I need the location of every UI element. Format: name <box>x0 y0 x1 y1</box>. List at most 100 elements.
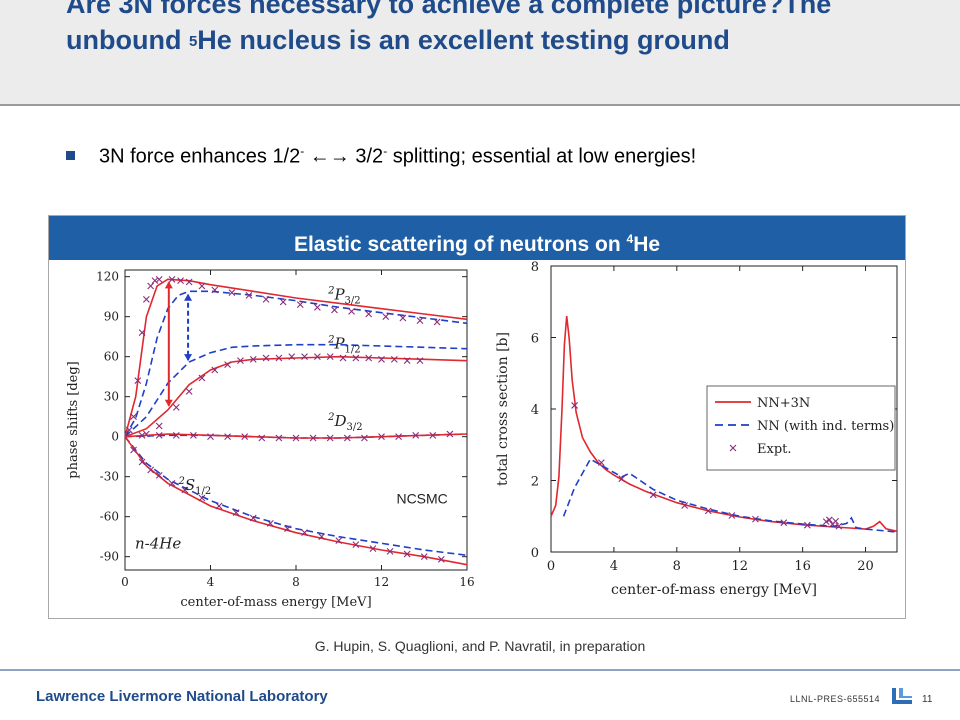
expt-marker <box>681 502 689 509</box>
x-tick-label: 4 <box>207 575 215 589</box>
expt-marker <box>224 361 231 369</box>
expt-marker <box>181 486 189 494</box>
channel-label-part: 2 <box>327 335 334 346</box>
expt-marker <box>386 547 394 555</box>
channel-label-part: P <box>333 285 345 303</box>
expt-marker <box>301 529 308 537</box>
expt-marker <box>704 507 712 515</box>
legend-box <box>706 385 896 471</box>
expt-marker <box>326 353 334 361</box>
expt-marker <box>142 295 150 303</box>
expt-marker <box>258 434 266 442</box>
bullet-sup-1: - <box>300 144 305 158</box>
legend-marker <box>729 444 737 452</box>
expt-marker <box>211 366 219 374</box>
channel-label-part: 3/2 <box>345 295 361 306</box>
y-axis-label: phase shifts [deg] <box>66 361 81 478</box>
expt-marker <box>147 466 155 474</box>
channel-label-part: 2 <box>327 412 334 423</box>
expt-marker <box>147 282 155 290</box>
bullet-text-1: 3N force enhances 1/2 <box>99 145 301 168</box>
arrowhead-icon <box>164 281 173 289</box>
expt-marker <box>288 353 296 361</box>
expt-marker <box>262 354 270 362</box>
panel-title-text-2: He <box>633 233 661 256</box>
expt-marker <box>172 431 180 439</box>
expt-marker <box>352 541 360 549</box>
expt-marker <box>262 295 270 303</box>
expt-marker <box>420 553 428 561</box>
expt-marker <box>207 433 214 441</box>
y-tick-label: 0 <box>111 430 119 444</box>
expt-marker <box>331 306 338 314</box>
x-tick-label: 4 <box>610 559 618 574</box>
expt-marker <box>437 555 445 563</box>
nn3n-curve <box>124 355 468 438</box>
expt-marker <box>155 275 163 283</box>
expt-marker <box>266 519 274 527</box>
channel-label-part: S <box>185 476 195 494</box>
expt-marker <box>416 317 424 325</box>
expt-marker <box>335 537 343 545</box>
bullet-item: 3N force enhances 1/2- ←→ 3/2- splitting… <box>66 144 696 169</box>
expt-marker <box>313 353 321 361</box>
expt-marker <box>228 289 236 297</box>
expt-marker <box>326 434 334 442</box>
channel-label-part: 2 <box>177 476 184 487</box>
expt-marker <box>399 314 407 322</box>
expt-marker <box>343 434 351 442</box>
channel-label-part: 3/2 <box>346 422 362 433</box>
expt-marker <box>292 434 300 442</box>
arrowhead-icon <box>164 399 173 407</box>
expt-marker <box>352 354 360 362</box>
expt-marker <box>125 426 133 434</box>
x-tick-label: 0 <box>121 575 129 589</box>
expt-marker <box>138 431 146 439</box>
bullet-square-icon <box>66 150 75 160</box>
channel-label-part: 2 <box>327 285 334 296</box>
y-tick-label: 4 <box>531 403 539 418</box>
expt-marker <box>825 516 833 524</box>
footer-lab-name: Lawrence Livermore National Laboratory <box>36 688 328 705</box>
expt-marker <box>382 313 390 321</box>
expt-marker <box>151 277 159 285</box>
expt-marker <box>275 354 283 362</box>
expt-marker <box>780 519 788 527</box>
y-tick-label: 0 <box>531 546 539 561</box>
llnl-logo-icon <box>892 688 912 704</box>
expt-marker <box>134 377 142 385</box>
expt-marker <box>185 387 193 395</box>
x-tick-label: 12 <box>731 559 748 574</box>
expt-marker <box>279 298 287 306</box>
arrowhead-icon <box>184 293 193 301</box>
plot-frame <box>124 269 468 571</box>
channel-label: 2P1/2 <box>327 335 361 356</box>
expt-marker <box>752 515 759 523</box>
legend-label: Expt. <box>757 442 792 457</box>
y-tick-label: 6 <box>531 332 539 347</box>
expt-marker <box>296 301 304 309</box>
expt-marker <box>412 431 420 439</box>
title-band: Are 3N forces necessary to achieve a com… <box>0 0 960 106</box>
expt-marker <box>365 354 373 362</box>
expt-marker <box>313 303 321 311</box>
channel-label: 2D3/2 <box>327 412 363 433</box>
title-text-1: Are 3N forces necessary to achieve a com… <box>66 0 832 55</box>
y-tick-label: 8 <box>531 260 539 275</box>
expt-marker <box>433 318 441 326</box>
x-tick-label: 16 <box>459 575 474 589</box>
double-arrow-icon: ←→ <box>304 145 356 168</box>
x-axis-label: center-of-mass energy [MeV] <box>611 582 817 598</box>
expt-marker <box>155 422 163 430</box>
expt-marker <box>446 430 454 438</box>
footer-document-code: LLNL-PRES-655514 <box>790 694 881 704</box>
expt-marker <box>190 431 197 439</box>
arrowhead-icon <box>184 354 193 362</box>
expt-marker <box>835 522 843 530</box>
x-tick-label: 0 <box>547 559 555 574</box>
x-tick-label: 12 <box>374 575 389 589</box>
nn-curve <box>562 458 898 533</box>
expt-marker <box>168 275 176 283</box>
expt-marker <box>649 491 657 499</box>
expt-marker <box>318 533 326 541</box>
